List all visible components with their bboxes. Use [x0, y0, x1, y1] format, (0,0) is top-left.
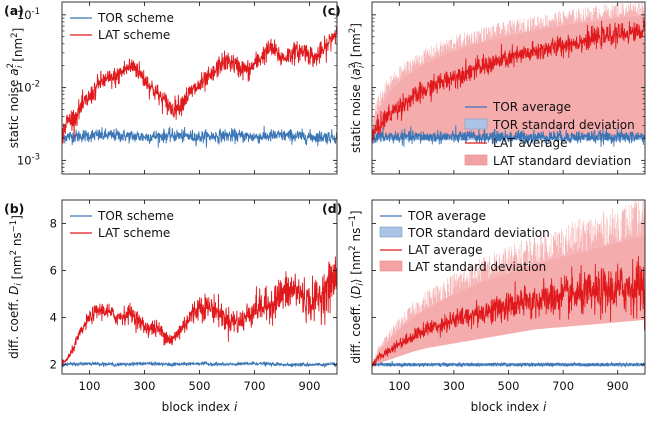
panel-3: 100 300 500 700 900 block index i diff. coeff.…: [322, 199, 646, 414]
series-line-0: [62, 125, 337, 148]
x-tick-label: 900: [299, 379, 321, 393]
legend-swatch-band: [379, 260, 403, 272]
series-line-1: [62, 26, 337, 144]
y-tick-label: 4: [50, 311, 57, 325]
series-line-1: [62, 256, 337, 367]
legend-label: LAT scheme: [98, 226, 170, 240]
x-tick-label: 100: [388, 379, 410, 393]
x-tick-label: 100: [79, 379, 101, 393]
legend-label: TOR standard deviation: [407, 226, 550, 240]
plot-area: [62, 256, 337, 369]
series-line-2: [372, 19, 645, 142]
panel-letter: (d): [322, 201, 342, 216]
plot-area: [62, 26, 337, 148]
plot-area: [372, 200, 645, 369]
panel-2: static noise ⟨a2i⟩ [nm2](c)TOR averageTO…: [322, 1, 646, 175]
x-tick-label: 500: [189, 379, 211, 393]
y-axis-label: static noise a2i [nm2]: [6, 28, 25, 149]
legend-label: TOR scheme: [97, 209, 174, 223]
legend-label: TOR standard deviation: [492, 118, 635, 132]
x-tick-label: 700: [552, 379, 574, 393]
y-tick-label: 8: [50, 217, 57, 231]
panel-1: 2 4 6 8 100 300 500 700 900 block index i diff. co…: [4, 199, 338, 414]
x-tick-label: 300: [443, 379, 465, 393]
legend: TOR average TOR standard deviation LAT ave…: [379, 209, 550, 274]
panel-0: 10-3 10-2 10-1 static noise a2i [nm2] (a) TOR…: [4, 1, 338, 175]
legend-label: LAT standard deviation: [493, 154, 631, 168]
series-line-0: [62, 360, 337, 369]
legend: TOR scheme LAT scheme: [70, 209, 174, 240]
legend-label: TOR scheme: [97, 11, 174, 25]
panel-letter: (c): [322, 3, 341, 18]
x-tick-label: 900: [607, 379, 629, 393]
series-line-0: [372, 361, 645, 369]
y-axis-label: diff. coeff. Di [nm2 ns−1]: [7, 215, 24, 359]
y-axis-label: static noise ⟨a2i⟩ [nm2]: [348, 23, 367, 153]
y-tick-label: 10-3: [17, 152, 40, 167]
x-tick-label: 700: [244, 379, 266, 393]
legend-label: LAT average: [408, 243, 483, 257]
x-axis-label: block index i: [471, 400, 547, 414]
y-axis-label: diff. coeff. ⟨Di⟩ [nm2 ns−1]: [348, 210, 366, 363]
legend-swatch-band: [464, 154, 488, 166]
panel-letter: (b): [4, 201, 24, 216]
legend-label: LAT average: [493, 136, 568, 150]
legend-label: LAT scheme: [98, 28, 170, 42]
series-line-0: [372, 125, 645, 148]
y-tick-label: 10-2: [17, 80, 40, 95]
legend: TOR average TOR standard deviation LAT ave…: [464, 100, 635, 168]
x-tick-label: 300: [134, 379, 156, 393]
legend-swatch-band: [464, 118, 488, 130]
x-axis-label: block index i: [162, 400, 238, 414]
x-tick-label: 500: [498, 379, 520, 393]
legend-label: TOR average: [492, 100, 571, 114]
band-3: [372, 14, 645, 137]
plot-area: [372, 2, 645, 148]
panel-letter: (a): [4, 3, 24, 18]
legend-swatch-band: [379, 226, 403, 238]
y-tick-label: 10-1: [17, 7, 40, 22]
legend: TOR scheme LAT scheme: [70, 11, 174, 42]
legend-label: LAT standard deviation: [408, 260, 546, 274]
legend-label: TOR average: [407, 209, 486, 223]
series-line-2: [372, 255, 645, 367]
y-tick-label: 2: [50, 358, 57, 372]
y-tick-label: 6: [50, 264, 57, 278]
